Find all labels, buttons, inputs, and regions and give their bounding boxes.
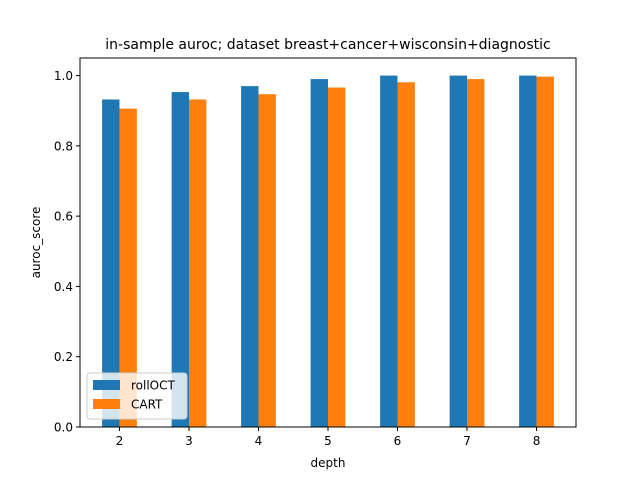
x-axis-label: depth — [311, 456, 346, 470]
bar-cart-depth-2 — [119, 108, 137, 427]
x-tick-label: 3 — [185, 434, 193, 448]
bar-cart-depth-5 — [328, 87, 346, 428]
bar-cart-depth-3 — [188, 99, 207, 428]
y-axis: 0.0 0.2 0.4 0.6 0.8 1.0 — [54, 69, 80, 435]
legend-swatch-rolloct — [93, 380, 120, 390]
bar-cart-depth-6 — [397, 82, 415, 428]
x-axis: 2 3 4 5 6 7 8 — [116, 427, 541, 448]
bar-rolloct-depth-6 — [380, 75, 398, 428]
legend-label-cart: CART — [131, 398, 163, 412]
x-tick-label: 2 — [116, 434, 124, 448]
bar-rolloct-depth-4 — [241, 86, 259, 427]
legend: rollOCT CART — [86, 372, 188, 420]
bar-rolloct-depth-8 — [519, 75, 537, 428]
bar-cart-depth-7 — [467, 79, 485, 427]
y-tick-label: 1.0 — [54, 69, 73, 83]
bar-cart-depth-8 — [536, 76, 554, 427]
chart-title: in-sample auroc; dataset breast+cancer+w… — [105, 37, 550, 53]
bar-cart-depth-4 — [258, 94, 276, 427]
y-tick-label: 0.4 — [54, 280, 73, 294]
y-tick-label: 0.0 — [54, 421, 73, 435]
legend-label-rolloct: rollOCT — [131, 379, 176, 393]
y-tick-label: 0.2 — [54, 350, 73, 364]
x-tick-label: 5 — [324, 434, 332, 448]
x-tick-label: 8 — [533, 434, 541, 448]
y-tick-label: 0.6 — [54, 210, 73, 224]
y-tick-label: 0.8 — [54, 139, 73, 153]
x-tick-label: 4 — [255, 434, 263, 448]
plot-area — [102, 75, 554, 428]
bar-rolloct-depth-2 — [102, 99, 120, 428]
bar-rolloct-depth-7 — [449, 75, 468, 428]
x-tick-label: 7 — [463, 434, 471, 448]
bar-rolloct-depth-3 — [171, 92, 189, 428]
bar-rolloct-depth-5 — [310, 79, 328, 427]
legend-swatch-cart — [93, 399, 120, 409]
x-tick-label: 6 — [394, 434, 402, 448]
y-axis-label: auroc_score — [29, 207, 43, 279]
